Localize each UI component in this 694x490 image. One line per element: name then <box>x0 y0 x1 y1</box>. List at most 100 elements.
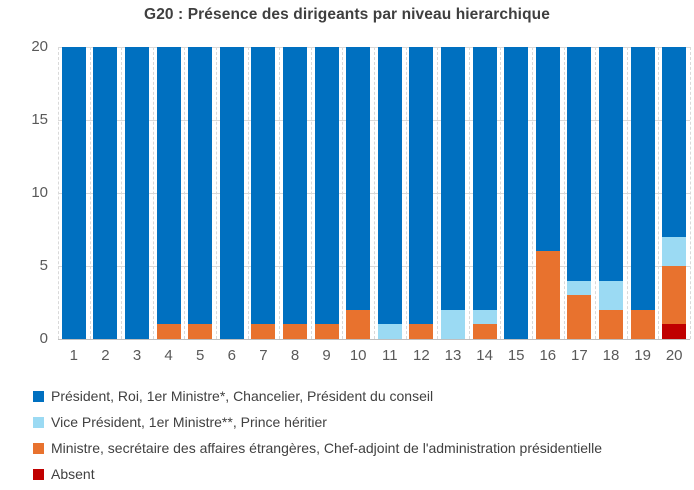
vertical-gridline <box>374 47 375 339</box>
vertical-gridline <box>89 47 91 339</box>
vertical-gridline <box>690 47 691 339</box>
bar-category-12 <box>406 47 438 339</box>
chart-title: G20 : Présence des dirigeants par niveau… <box>144 6 550 23</box>
bar-segment <box>662 47 687 237</box>
vertical-gridline <box>58 47 59 339</box>
bar-category-13 <box>437 47 469 339</box>
bar-segment <box>662 324 687 339</box>
bar-category-8 <box>279 47 311 339</box>
bar-segment <box>156 324 181 339</box>
x-tick-label: 2 <box>101 347 110 364</box>
bar-segment <box>124 47 149 339</box>
bar-category-4 <box>153 47 185 339</box>
bar-category-16 <box>532 47 564 339</box>
legend-swatch-icon <box>33 390 44 402</box>
bar-segment <box>472 309 497 325</box>
bar-segment <box>346 47 371 310</box>
bar-category-7 <box>248 47 280 339</box>
x-axis-tick-labels: 1 2 3 4 5 6 7 8 9 10 11 12 13 14 15 16 17 18 19 20 <box>58 346 690 366</box>
bar-segment <box>409 324 434 339</box>
x-tick-label: 15 <box>507 347 525 364</box>
y-tick-label: 5 <box>39 257 48 274</box>
x-tick-label: 3 <box>132 347 142 364</box>
legend-swatch-icon <box>33 468 44 480</box>
bar-segment <box>61 47 86 339</box>
bar-category-10 <box>342 47 374 339</box>
bar-segment <box>377 47 402 325</box>
bar-segment <box>188 324 213 339</box>
bar-category-19 <box>627 47 659 339</box>
legend-label: Président, Roi, 1er Ministre*, Chancelie… <box>51 388 434 404</box>
bar-category-5 <box>184 47 216 339</box>
bar-category-6 <box>216 47 248 339</box>
bar-segment <box>440 47 465 310</box>
bar-segment <box>314 324 339 339</box>
legend-item: Absent <box>33 461 688 487</box>
bar-segment <box>409 47 434 325</box>
x-tick-label: 18 <box>602 347 620 364</box>
vertical-gridline <box>121 47 123 339</box>
vertical-gridline <box>563 47 565 339</box>
bar-segment <box>662 266 687 325</box>
vertical-gridline <box>500 47 502 339</box>
x-tick-label: 20 <box>665 347 683 364</box>
x-tick-label: 4 <box>164 347 173 364</box>
bar-segment <box>662 236 687 266</box>
vertical-gridline <box>532 47 533 339</box>
bar-segment <box>567 47 592 281</box>
vertical-gridline <box>216 47 217 339</box>
vertical-gridline <box>437 47 439 339</box>
vertical-gridline <box>405 47 407 339</box>
bar-segment <box>535 47 560 252</box>
vertical-gridline <box>595 47 597 339</box>
bar-segment <box>314 47 339 325</box>
vertical-gridline <box>626 47 628 339</box>
x-tick-label: 13 <box>444 347 462 364</box>
legend-label: Ministre, secrétaire des affaires étrang… <box>51 440 603 456</box>
y-tick-label: 20 <box>31 38 48 55</box>
bar-category-1 <box>58 47 90 339</box>
bar-segment <box>251 324 276 339</box>
legend-swatch-icon <box>33 442 44 454</box>
y-tick-label: 15 <box>31 111 48 128</box>
bar-segment <box>251 47 276 325</box>
bar-segment <box>567 280 592 296</box>
bar-category-17 <box>564 47 596 339</box>
legend-swatch-icon <box>33 416 44 428</box>
bar-category-18 <box>595 47 627 339</box>
bar-segment <box>377 324 402 339</box>
x-tick-label: 5 <box>196 347 205 364</box>
bar-segment <box>472 47 497 310</box>
bar-segment <box>440 309 465 339</box>
x-tick-label: 1 <box>69 347 78 364</box>
x-tick-label: 19 <box>634 347 651 364</box>
bar-segment <box>630 47 655 310</box>
legend-label: Vice Président, 1er Ministre**, Prince h… <box>51 414 327 430</box>
vertical-gridline <box>152 47 154 339</box>
bar-category-14 <box>469 47 501 339</box>
vertical-gridline <box>342 47 344 339</box>
chart-legend: Président, Roi, 1er Ministre*, Chancelie… <box>33 383 688 487</box>
bar-segment <box>598 309 623 339</box>
bar-segment <box>282 324 307 339</box>
vertical-gridline <box>247 47 249 339</box>
bar-segment <box>598 47 623 281</box>
bar-segment <box>535 251 560 339</box>
x-tick-label: 12 <box>413 347 430 364</box>
bar-category-11 <box>374 47 406 339</box>
legend-label: Absent <box>51 466 95 482</box>
bar-segment <box>346 309 371 339</box>
plot-area <box>58 47 691 340</box>
vertical-gridline <box>184 47 186 339</box>
y-axis-tick-labels: 0 5 10 15 20 <box>0 38 48 347</box>
x-tick-label: 6 <box>227 347 236 364</box>
bar-category-3 <box>121 47 153 339</box>
vertical-gridline <box>279 47 281 339</box>
x-tick-label: 9 <box>322 347 331 364</box>
x-tick-label: 11 <box>382 347 398 364</box>
bar-category-15 <box>500 47 532 339</box>
bar-segment <box>219 47 244 339</box>
bar-segment <box>282 47 307 325</box>
bar-category-2 <box>90 47 122 339</box>
x-tick-label: 7 <box>259 347 268 364</box>
